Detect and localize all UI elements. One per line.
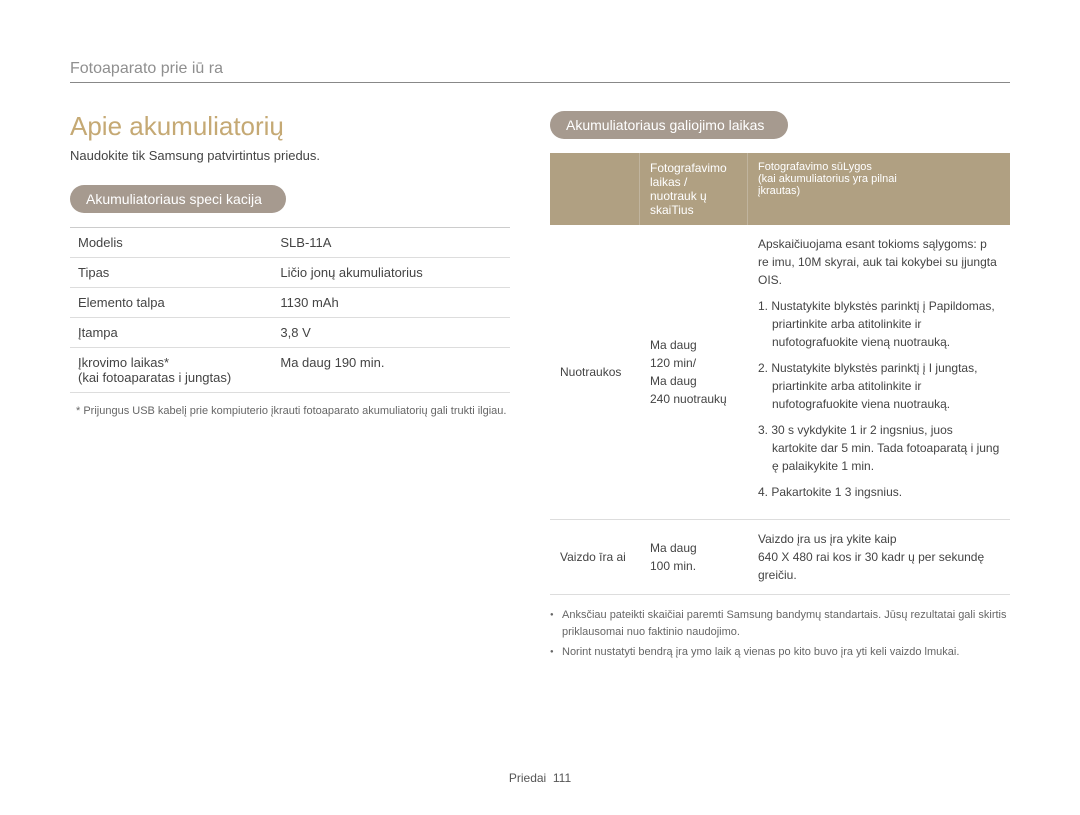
life-desc-intro: Apskaičiuojama esant tokioms sąlygoms: p… [758,235,1000,289]
page-header: Fotoaparato prie iū ra [70,60,1010,83]
life-step: 4. Pakartokite 1 3 ingsnius. [758,483,1000,501]
intro-note: Naudokite tik Samsung patvirtintus pried… [70,148,510,163]
table-row: Elemento talpa1130 mAh [70,288,510,318]
spec-pill: Akumuliatoriaus speci kacija [70,185,286,213]
spec-label: Modelis [70,228,272,258]
spec-value: SLB-11A [272,228,510,258]
life-row-desc: Vaizdo įra us įra ykite kaip 640 X 480 r… [748,520,1010,594]
life-row-video: Vaizdo īra ai Ma daug 100 min. Vaizdo įr… [550,520,1010,595]
page-footer: Priedai 111 [0,771,1080,785]
spec-value: 1130 mAh [272,288,510,318]
life-notes: Anksčiau pateikti skaičiai paremti Samsu… [550,607,1010,661]
life-header-col2: Fotografavimo laikas / nuotrauk ų skaiTi… [640,153,748,225]
table-row: Įtampa3,8 V [70,318,510,348]
left-column: Apie akumuliatorių Naudokite tik Samsung… [70,111,510,665]
header-rule [70,82,1010,83]
table-row: ModelisSLB-11A [70,228,510,258]
spec-label: Tipas [70,258,272,288]
content-columns: Apie akumuliatorių Naudokite tik Samsung… [70,111,1010,665]
life-header-col3: Fotografavimo sūLygos (kai akumuliatoriu… [748,153,1010,225]
life-row-time: Ma daug 100 min. [640,520,748,594]
life-pill: Akumuliatoriaus galiojimo laikas [550,111,788,139]
spec-label: Įtampa [70,318,272,348]
life-row-photos: Nuotraukos Ma daug 120 min/ Ma daug 240 … [550,225,1010,520]
spec-value: Ma daug 190 min. [272,348,510,393]
life-step: 1. Nustatykite blykstės parinktį į Papil… [758,297,1000,351]
spec-table: ModelisSLB-11ATipasLičio jonų akumuliato… [70,227,510,393]
life-row-label: Nuotraukos [550,225,640,519]
footer-section: Priedai [509,771,546,785]
page-title: Apie akumuliatorių [70,111,510,142]
note-item: Anksčiau pateikti skaičiai paremti Samsu… [550,607,1010,640]
life-step: 3. 30 s vykdykite 1 ir 2 ingsnius, juos … [758,421,1000,475]
spec-footnote: * Prijungus USB kabelį prie kompiuterio … [70,403,510,420]
right-column: Akumuliatoriaus galiojimo laikas Fotogra… [550,111,1010,665]
life-header-col1 [550,153,640,225]
spec-value: Ličio jonų akumuliatorius [272,258,510,288]
life-step: 2. Nustatykite blykstės parinktį į I jun… [758,359,1000,413]
spec-value: 3,8 V [272,318,510,348]
life-row-desc: Apskaičiuojama esant tokioms sąlygoms: p… [748,225,1010,519]
life-row-label: Vaizdo īra ai [550,520,640,594]
footer-page: 111 [553,771,571,785]
breadcrumb: Fotoaparato prie iū ra [70,60,1010,78]
table-row: Įkrovimo laikas* (kai fotoaparatas i jun… [70,348,510,393]
life-table-header: Fotografavimo laikas / nuotrauk ų skaiTi… [550,153,1010,225]
table-row: TipasLičio jonų akumuliatorius [70,258,510,288]
life-row-time: Ma daug 120 min/ Ma daug 240 nuotraukų [640,225,748,519]
spec-label: Elemento talpa [70,288,272,318]
note-item: Norint nustatyti bendrą įra ymo laik ą v… [550,644,1010,661]
spec-label: Įkrovimo laikas* (kai fotoaparatas i jun… [70,348,272,393]
